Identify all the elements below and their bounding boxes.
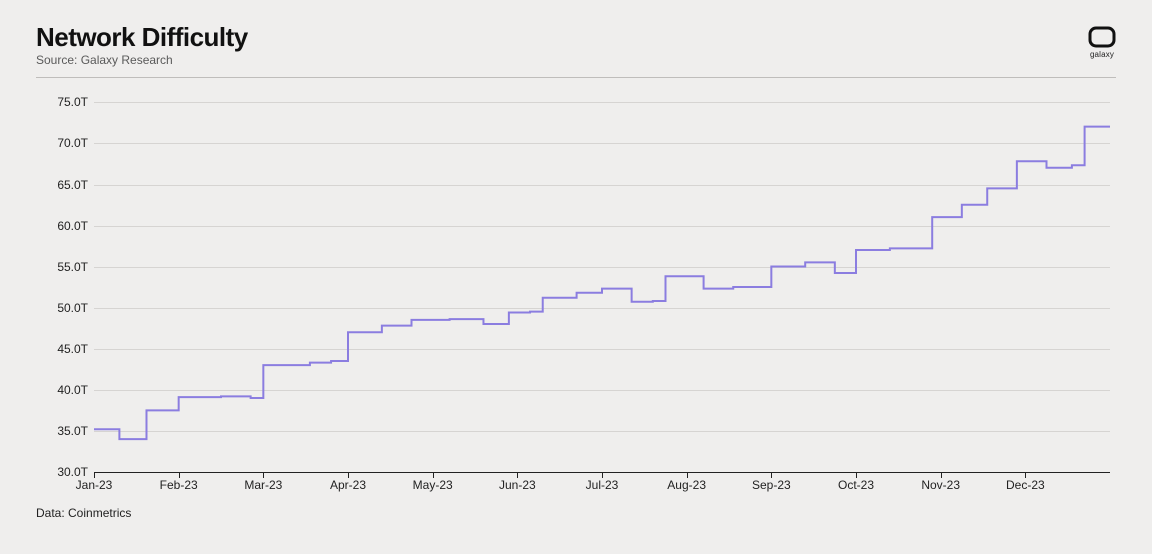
difficulty-line [94,127,1110,439]
chart-subtitle: Source: Galaxy Research [36,53,248,67]
plot-region: 30.0T35.0T40.0T45.0T50.0T55.0T60.0T65.0T… [94,102,1110,472]
chart-footer: Data: Coinmetrics [36,506,1116,520]
x-axis-label: Oct-23 [838,472,874,492]
y-axis-label: 50.0T [57,301,94,315]
chart-header: Network Difficulty Source: Galaxy Resear… [36,24,1116,78]
x-axis-label: Aug-23 [667,472,706,492]
y-axis-label: 60.0T [57,219,94,233]
x-axis-label: Feb-23 [160,472,198,492]
y-axis-label: 35.0T [57,424,94,438]
step-line-svg [94,102,1110,472]
x-axis-label: Nov-23 [921,472,960,492]
x-axis-label: Dec-23 [1006,472,1045,492]
galaxy-logo-label: galaxy [1090,50,1114,59]
y-axis-label: 40.0T [57,383,94,397]
x-axis-label: Jun-23 [499,472,536,492]
chart-area: 30.0T35.0T40.0T45.0T50.0T55.0T60.0T65.0T… [36,96,1116,496]
y-axis-label: 55.0T [57,260,94,274]
y-axis-label: 45.0T [57,342,94,356]
x-axis-label: Mar-23 [244,472,282,492]
x-axis-label: Jan-23 [76,472,113,492]
x-axis-label: Sep-23 [752,472,791,492]
y-axis-label: 70.0T [57,136,94,150]
x-axis-label: Jul-23 [586,472,619,492]
chart-title: Network Difficulty [36,24,248,51]
galaxy-logo: galaxy [1088,26,1116,59]
x-axis-label: Apr-23 [330,472,366,492]
galaxy-logo-icon [1088,26,1116,48]
x-axis-label: May-23 [413,472,453,492]
y-axis-label: 75.0T [57,95,94,109]
y-axis-label: 65.0T [57,178,94,192]
